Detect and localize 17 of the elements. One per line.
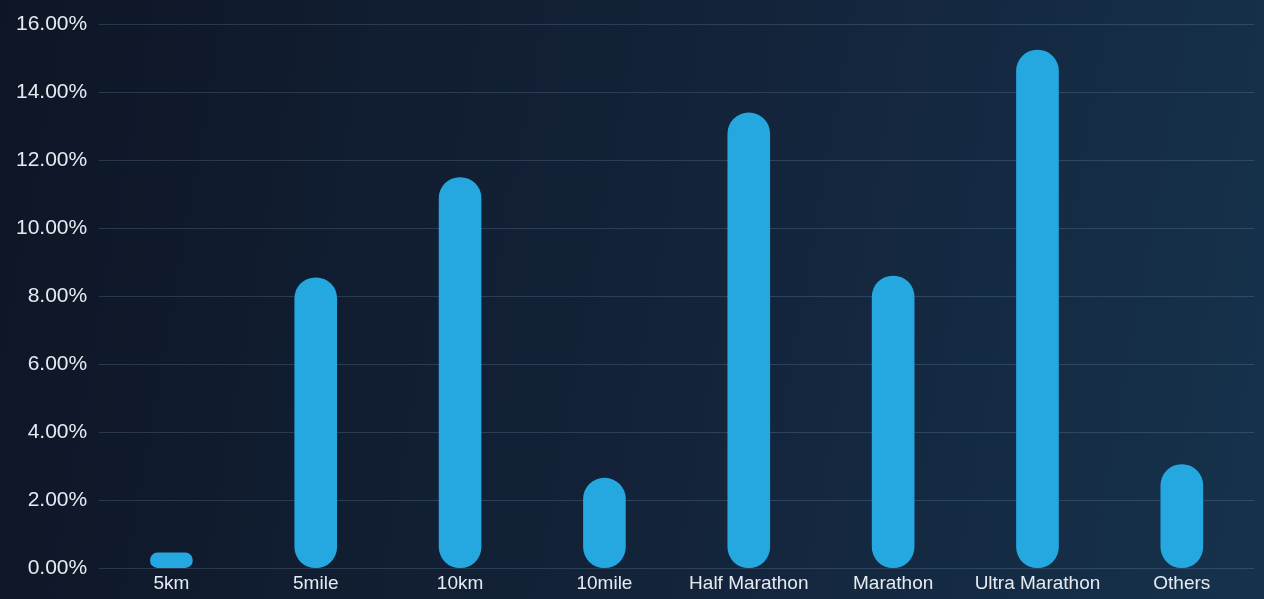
x-tick-label: Half Marathon bbox=[689, 571, 809, 593]
y-tick-label: 14.00% bbox=[15, 79, 88, 103]
y-tick-label: 12.00% bbox=[15, 147, 88, 171]
x-tick-label: 10km bbox=[436, 571, 484, 593]
y-tick-label: 8.00% bbox=[27, 283, 88, 307]
y-tick-label: 6.00% bbox=[27, 351, 88, 375]
y-tick-label: 0.00% bbox=[27, 555, 88, 578]
x-tick-label: Marathon bbox=[852, 571, 934, 593]
x-tick-label: 10mile bbox=[576, 571, 633, 593]
x-tick-label: 5km bbox=[153, 571, 190, 593]
y-tick-label: 16.00% bbox=[15, 11, 88, 35]
x-tick-label: 5mile bbox=[293, 571, 339, 593]
x-tick-label: Others bbox=[1153, 571, 1211, 593]
x-tick-label: Ultra Marathon bbox=[974, 571, 1101, 593]
y-tick-label: 4.00% bbox=[27, 419, 88, 443]
y-tick-label: 2.00% bbox=[27, 487, 88, 511]
y-tick-label: 10.00% bbox=[15, 215, 88, 239]
